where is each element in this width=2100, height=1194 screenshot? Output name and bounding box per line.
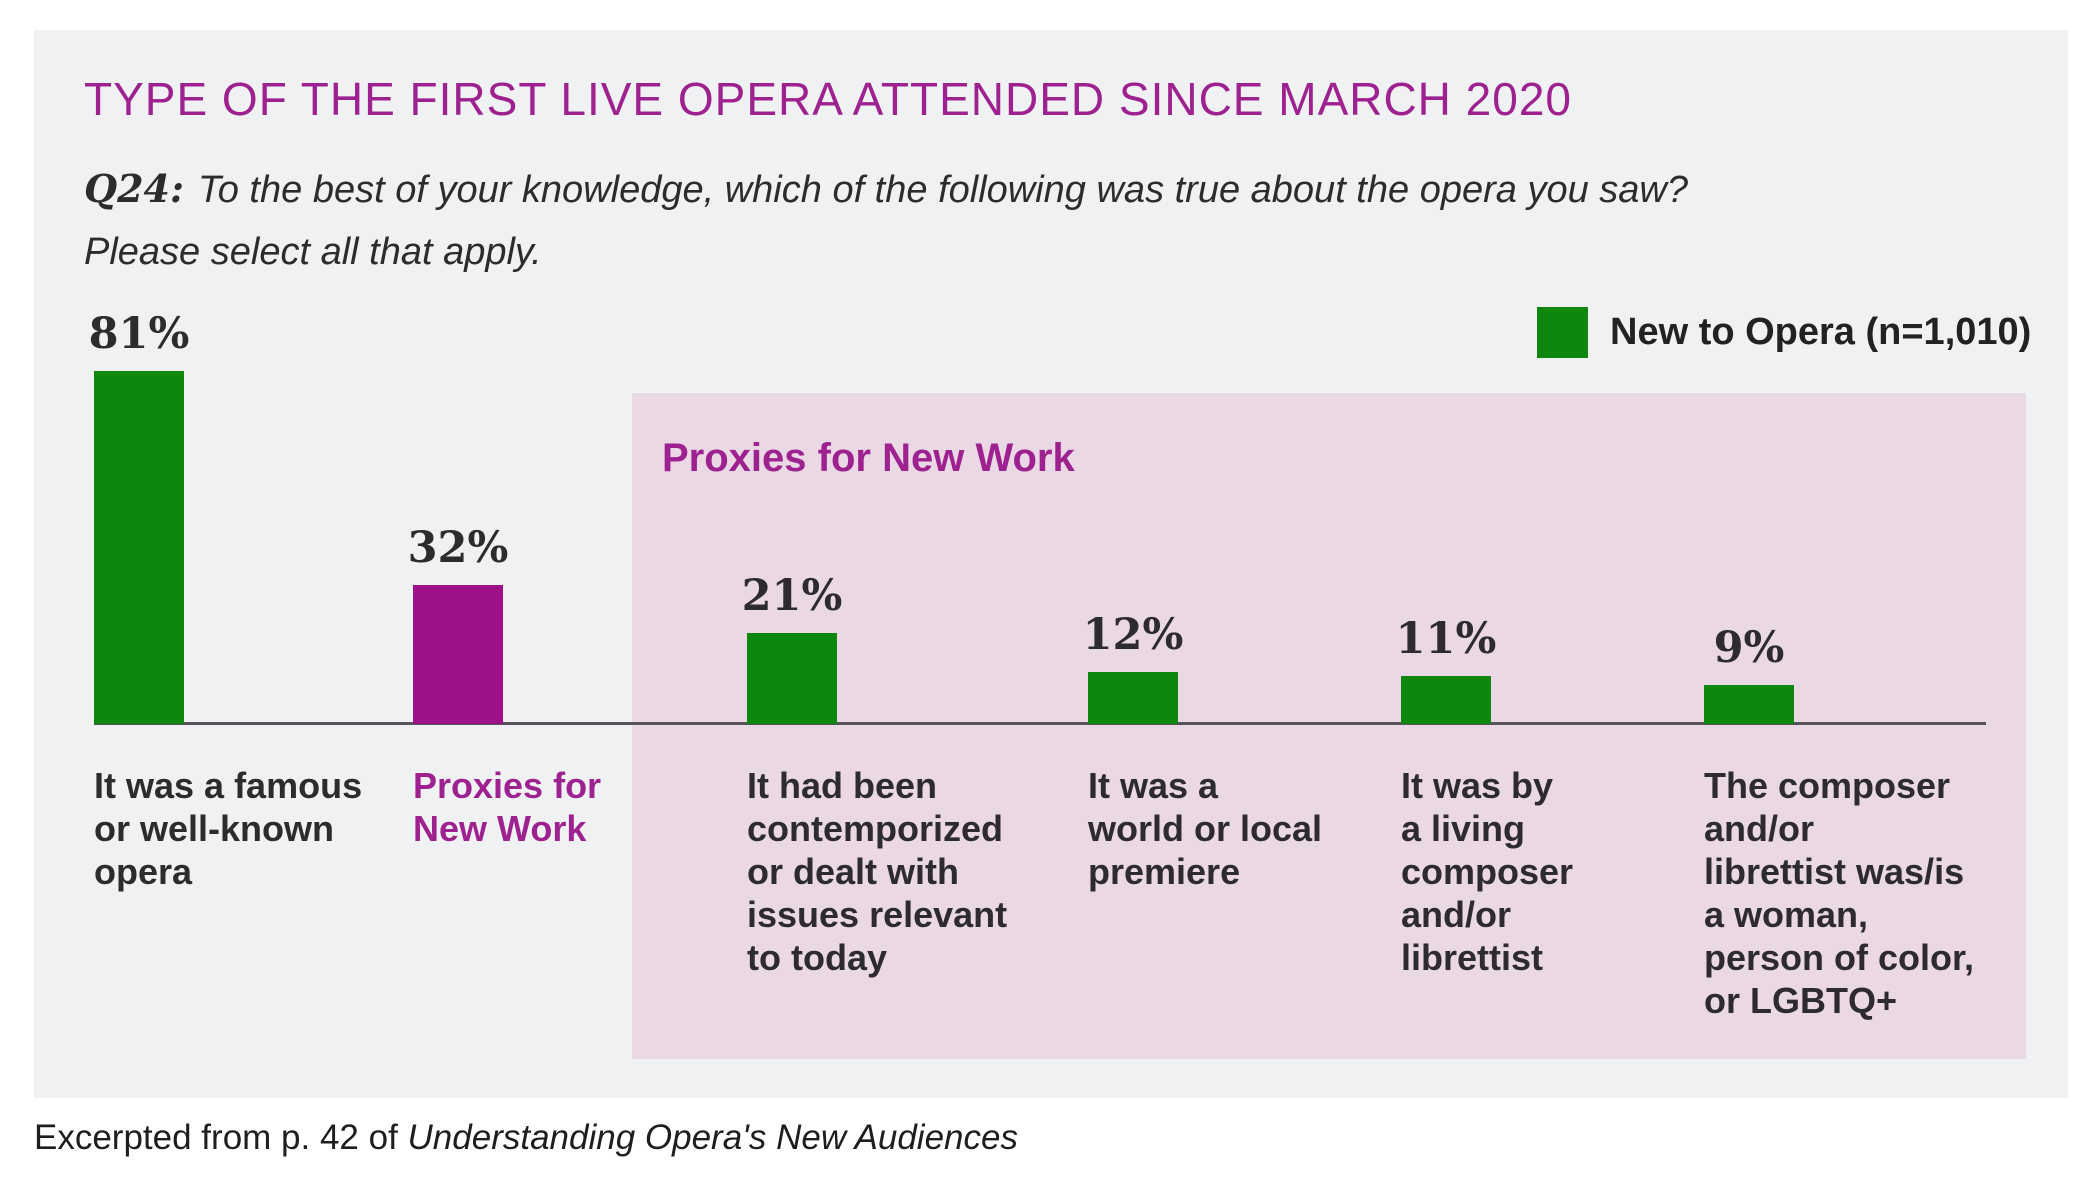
chart-title: TYPE OF THE FIRST LIVE OPERA ATTENDED SI…	[84, 73, 1573, 125]
bar-5	[1401, 676, 1491, 724]
category-label-1: It was a famous or well-known opera	[94, 765, 363, 892]
category-label-4: It was a world or local premiere	[1088, 765, 1323, 892]
value-label-1: 81%	[88, 309, 190, 359]
category-label-3: It had been contemporized or dealt with …	[747, 765, 1008, 978]
bar-3	[747, 633, 837, 724]
source-citation: Excerpted from p. 42 of Understanding Op…	[34, 1118, 2034, 1158]
survey-question: Q24: To the best of your knowledge, which…	[84, 158, 1984, 283]
question-text-line1: To the best of your knowledge, which of …	[198, 169, 1688, 211]
citation-source-title: Understanding Opera's New Audiences	[407, 1118, 1018, 1157]
value-label-5: 11%	[1395, 614, 1497, 664]
category-label-2: Proxies for New Work	[413, 765, 602, 849]
chart-card: TYPE OF THE FIRST LIVE OPERA ATTENDED SI…	[34, 30, 2068, 1098]
question-text-line2: Please select all that apply.	[84, 231, 542, 273]
legend-label: New to Opera (n=1,010)	[1610, 311, 2032, 353]
value-label-3: 21%	[741, 571, 843, 621]
bar-4	[1088, 672, 1178, 724]
citation-prefix: Excerpted from p. 42 of	[34, 1118, 408, 1157]
legend-swatch-green	[1537, 307, 1588, 358]
bar-6	[1704, 685, 1794, 724]
x-axis-line	[94, 722, 1986, 725]
proxies-group-title: Proxies for New Work	[662, 436, 1075, 480]
legend: New to Opera (n=1,010)	[1537, 307, 2031, 358]
value-label-4: 12%	[1082, 610, 1184, 660]
value-label-2: 32%	[407, 523, 509, 573]
question-number: Q24:	[84, 166, 185, 211]
category-label-6: The composer and/or librettist was/is a …	[1704, 765, 1975, 1021]
bar-1	[94, 371, 184, 724]
value-label-6: 9%	[1713, 623, 1785, 673]
proxies-group-region	[632, 393, 2026, 1059]
category-label-5: It was by a living composer and/or libre…	[1401, 765, 1574, 978]
bar-2	[413, 585, 503, 724]
